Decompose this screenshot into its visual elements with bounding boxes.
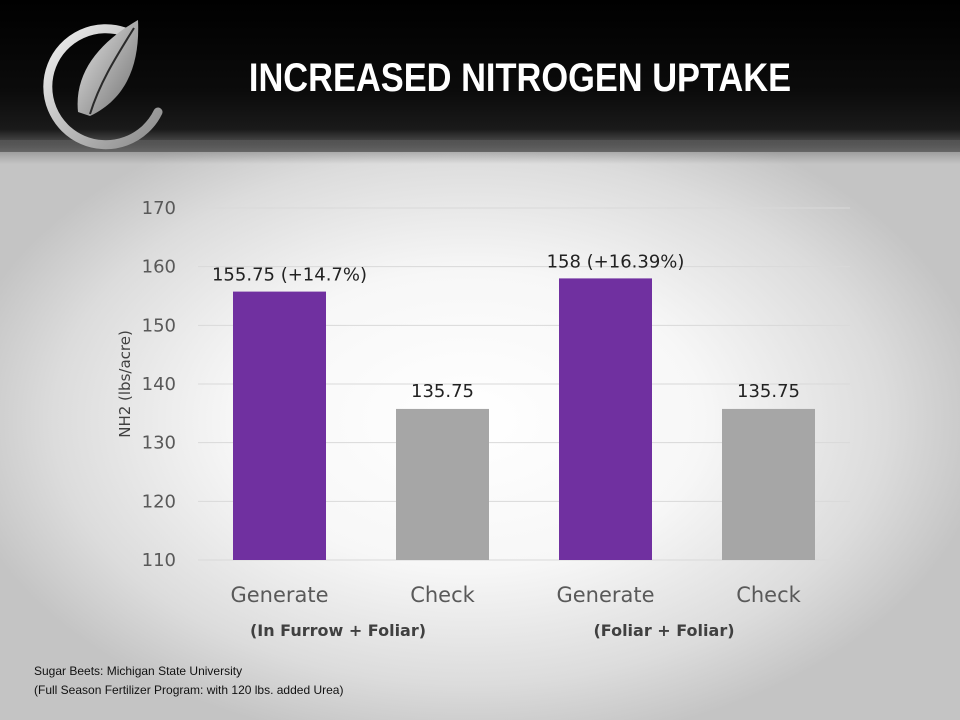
x-category-label: Generate xyxy=(230,583,328,607)
data-label: 155.75 (+14.7%) xyxy=(212,265,367,286)
bar-check-3 xyxy=(722,408,815,560)
value-label: 158 xyxy=(547,251,587,272)
leaf-logo-icon xyxy=(43,20,163,150)
y-axis-label: NH2 (lbs/acre) xyxy=(116,330,134,438)
y-tick-label: 120 xyxy=(142,491,176,512)
percent-increase-label: (+16.39%) xyxy=(587,251,685,272)
y-tick-label: 160 xyxy=(142,257,176,278)
header-banner xyxy=(0,0,960,152)
bar-check-1 xyxy=(396,408,489,560)
y-tick-label: 130 xyxy=(142,433,176,454)
x-category-label: Check xyxy=(736,583,801,607)
value-label: 155.75 xyxy=(212,265,281,286)
page-title: INCREASED NITROGEN UPTAKE xyxy=(248,56,792,100)
footnote-source: Sugar Beets: Michigan State University xyxy=(34,664,243,678)
group-label: (In Furrow + Foliar) xyxy=(250,621,426,640)
data-label: 135.75 xyxy=(411,381,474,402)
y-tick-label: 140 xyxy=(142,374,176,395)
percent-increase-label: (+14.7%) xyxy=(281,265,367,286)
x-category-label: Check xyxy=(410,583,475,607)
data-label: 135.75 xyxy=(737,381,800,402)
x-category-label: Generate xyxy=(556,583,654,607)
y-tick-label: 170 xyxy=(142,198,176,219)
bar-generate-2 xyxy=(559,278,652,560)
group-label: (Foliar + Foliar) xyxy=(593,621,734,640)
footnote-program: (Full Season Fertilizer Program: with 12… xyxy=(34,683,344,697)
data-label: 158 (+16.39%) xyxy=(547,251,685,272)
header-fade xyxy=(0,140,960,164)
y-tick-label: 110 xyxy=(142,550,176,571)
bar-generate-0 xyxy=(233,291,326,560)
y-tick-label: 150 xyxy=(142,315,176,336)
